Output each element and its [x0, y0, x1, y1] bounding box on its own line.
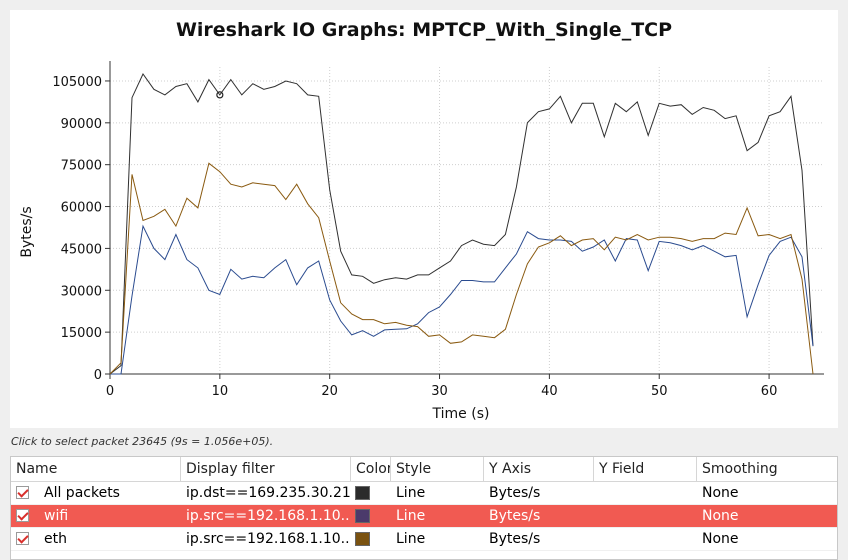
column-header-display-filter[interactable]: Display filter: [181, 457, 351, 481]
y-tick-label: 90000: [61, 117, 102, 132]
x-tick-label: 10: [212, 384, 229, 399]
column-header-y-field[interactable]: Y Field: [594, 457, 697, 481]
series-y-axis[interactable]: Bytes/s: [489, 485, 541, 501]
y-tick-label: 45000: [61, 242, 102, 257]
series-smoothing[interactable]: None: [702, 531, 739, 547]
series-y-axis[interactable]: Bytes/s: [489, 531, 541, 547]
column-header-style[interactable]: Style: [391, 457, 484, 481]
color-swatch[interactable]: [355, 532, 370, 546]
series-name[interactable]: eth: [44, 531, 67, 547]
series-display-filter[interactable]: ip.src==192.168.1.10...: [186, 531, 351, 547]
series-display-filter[interactable]: ip.src==192.168.1.10...: [186, 508, 351, 524]
x-axis-label: Time (s): [432, 406, 490, 422]
y-tick-label: 0: [94, 368, 102, 383]
color-swatch[interactable]: [355, 486, 370, 500]
y-tick-label: 60000: [61, 201, 102, 216]
grid-layer: [109, 67, 824, 375]
x-tick-label: 20: [321, 384, 338, 399]
y-tick-label: 30000: [61, 284, 102, 299]
series-y-field[interactable]: [594, 482, 697, 504]
chart-title: Wireshark IO Graphs: MPTCP_With_Single_T…: [176, 19, 672, 41]
series-line-all-packets[interactable]: [109, 73, 814, 375]
y-axis-label: Bytes/s: [19, 206, 35, 257]
series-enabled-checkbox[interactable]: [16, 509, 29, 522]
selected-point-marker[interactable]: [216, 91, 224, 99]
axis-layer: 0 15000 30000 45000 60000 75000 90000 105000 0 10…: [52, 61, 824, 399]
series-enabled-checkbox[interactable]: [16, 532, 29, 545]
series-line-eth[interactable]: [109, 162, 814, 375]
column-header-y-axis[interactable]: Y Axis: [484, 457, 594, 481]
status-hint: Click to select packet 23645 (9s = 1.056…: [11, 435, 274, 448]
series-name[interactable]: All packets: [44, 485, 120, 501]
column-header-color[interactable]: Color: [351, 457, 391, 481]
y-tick-label: 75000: [61, 159, 102, 174]
series-style[interactable]: Line: [396, 508, 426, 524]
y-tick-label: 105000: [52, 75, 102, 90]
series-smoothing[interactable]: None: [702, 485, 739, 501]
series-line-wifi[interactable]: [110, 224, 814, 375]
series-color[interactable]: [351, 482, 391, 504]
series-enabled-checkbox[interactable]: [16, 486, 29, 499]
x-tick-label: 40: [541, 384, 558, 399]
column-header-name[interactable]: Name: [11, 457, 181, 481]
series-style[interactable]: Line: [396, 531, 426, 547]
series-color[interactable]: [351, 528, 391, 550]
table-row[interactable]: All packets ip.dst==169.235.30.21 Line Byte…: [11, 482, 837, 505]
series-y-field[interactable]: [594, 528, 697, 550]
color-swatch[interactable]: [355, 509, 370, 523]
x-tick-label: 30: [431, 384, 448, 399]
series-smoothing[interactable]: None: [702, 508, 739, 524]
series-color[interactable]: [351, 505, 391, 527]
table-row[interactable]: wifi ip.src==192.168.1.10... Line Bytes/s No…: [11, 505, 837, 528]
x-tick-label: 0: [106, 384, 114, 399]
table-row[interactable]: eth ip.src==192.168.1.10... Line Bytes/s Non…: [11, 528, 837, 551]
io-graph-plot-panel[interactable]: Wireshark IO Graphs: MPTCP_With_Single_T…: [10, 10, 838, 428]
x-tick-label: 60: [761, 384, 778, 399]
graph-series-table[interactable]: Name Display filter Color Style Y Axis Y…: [10, 456, 838, 560]
io-graph-chart[interactable]: Wireshark IO Graphs: MPTCP_With_Single_T…: [10, 10, 838, 428]
table-header: Name Display filter Color Style Y Axis Y…: [11, 457, 837, 482]
series-layer: [109, 73, 814, 375]
series-y-axis[interactable]: Bytes/s: [489, 508, 541, 524]
y-tick-label: 15000: [61, 326, 102, 341]
table-body: All packets ip.dst==169.235.30.21 Line Byte…: [11, 482, 837, 551]
series-display-filter[interactable]: ip.dst==169.235.30.21: [186, 485, 351, 501]
series-y-field[interactable]: [594, 505, 697, 527]
x-tick-label: 50: [651, 384, 668, 399]
series-name[interactable]: wifi: [44, 508, 69, 524]
column-header-smoothing[interactable]: Smoothing: [702, 461, 778, 477]
series-style[interactable]: Line: [396, 485, 426, 501]
